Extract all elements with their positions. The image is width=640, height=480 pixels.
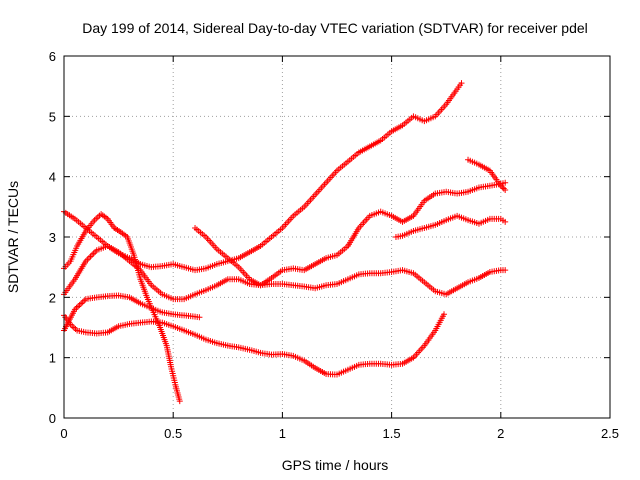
x-tick-label: 2 xyxy=(497,426,504,441)
y-tick-label: 2 xyxy=(49,290,56,305)
data-point xyxy=(458,80,465,87)
y-axis-label: SDTVAR / TECUs xyxy=(5,181,21,293)
data-point xyxy=(502,218,509,225)
data-point xyxy=(89,251,96,258)
data-point xyxy=(76,302,83,309)
data-point xyxy=(196,314,203,321)
axis-ticks: 0 0.5 1 1.5 2 2.5 0 1 2 3 4 5 6 xyxy=(49,49,619,441)
series-6 xyxy=(192,179,509,289)
data-point xyxy=(441,311,448,318)
data-point xyxy=(75,303,82,310)
data-point xyxy=(87,253,94,260)
x-tick-label: 1.5 xyxy=(383,426,401,441)
chart-title: Day 199 of 2014, Sidereal Day-to-day VTE… xyxy=(82,20,588,36)
x-tick-label: 0 xyxy=(60,426,67,441)
y-tick-label: 5 xyxy=(49,109,56,124)
data-point xyxy=(176,398,183,405)
x-axis-label: GPS time / hours xyxy=(282,457,389,473)
y-tick-label: 3 xyxy=(49,230,56,245)
x-tick-label: 2.5 xyxy=(601,426,619,441)
data-point xyxy=(78,300,85,307)
data-point xyxy=(90,250,97,257)
y-tick-label: 0 xyxy=(49,411,56,426)
y-tick-label: 1 xyxy=(49,351,56,366)
series-5 xyxy=(61,80,465,274)
data-point xyxy=(79,299,86,306)
data-point xyxy=(502,186,509,193)
data-point xyxy=(85,255,92,262)
data-point xyxy=(502,179,509,186)
y-tick-label: 4 xyxy=(49,170,56,185)
series-8 xyxy=(465,156,509,193)
data-points xyxy=(61,80,509,405)
data-point xyxy=(497,182,504,189)
series-3 xyxy=(61,211,183,405)
grid xyxy=(64,56,610,418)
x-tick-label: 1 xyxy=(279,426,286,441)
data-point xyxy=(499,184,506,191)
x-tick-label: 0.5 xyxy=(164,426,182,441)
series-1 xyxy=(61,311,448,378)
data-point xyxy=(502,267,509,274)
data-point xyxy=(500,185,507,192)
series-7 xyxy=(392,212,509,240)
data-point xyxy=(84,256,91,263)
y-tick-label: 6 xyxy=(49,49,56,64)
series-4 xyxy=(61,243,509,303)
